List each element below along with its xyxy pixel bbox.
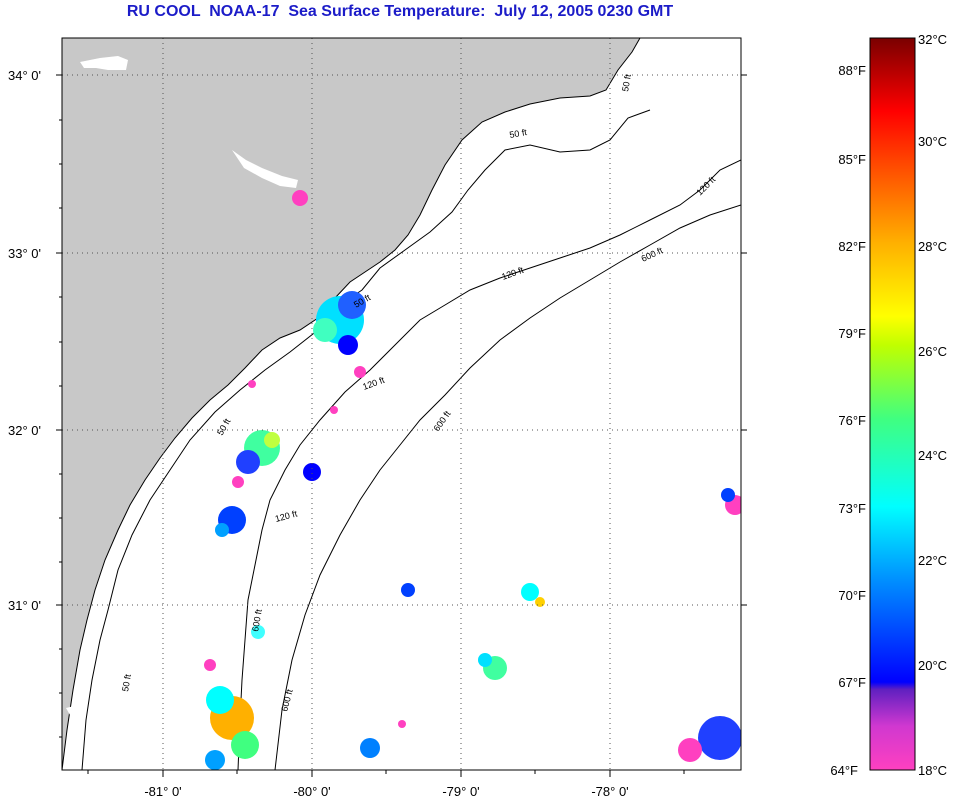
latitude-label: 32° 0' — [8, 423, 41, 438]
fahrenheit-label: 67°F — [838, 675, 866, 690]
sst-patch-cluster — [232, 430, 321, 488]
celsius-label: 24°C — [918, 448, 947, 463]
celsius-label: 30°C — [918, 134, 947, 149]
contour-label: 50 ft — [620, 73, 633, 92]
colorbar-gradient — [869, 37, 916, 771]
fahrenheit-label: 79°F — [838, 326, 866, 341]
celsius-label: 26°C — [918, 344, 947, 359]
contour-label: 50 ft — [120, 673, 133, 692]
colorbar-fahrenheit-labels: 88°F 85°F 82°F 79°F 76°F 73°F 70°F 67°F … — [830, 63, 866, 778]
colorbar-celsius-labels: 32°C 30°C 28°C 26°C 24°C 22°C 20°C 18°C — [918, 32, 947, 778]
fahrenheit-label: 70°F — [838, 588, 866, 603]
contour-label: 600 ft — [250, 608, 264, 632]
celsius-label: 28°C — [918, 239, 947, 254]
sst-map: 50 ft 120 ft 600 ft 50 ft 120 ft 600 ft … — [8, 37, 747, 799]
longitude-label: -80° 0' — [293, 784, 330, 799]
celsius-label: 20°C — [918, 658, 947, 673]
sst-patch-cluster — [248, 190, 545, 758]
celsius-label: 18°C — [918, 763, 947, 778]
map-title: RU COOL NOAA-17 Sea Surface Temperature:… — [126, 3, 674, 20]
longitude-label: -81° 0' — [144, 784, 181, 799]
sst-patch-cluster — [215, 506, 246, 537]
fahrenheit-label: 76°F — [838, 413, 866, 428]
contour-600ft — [274, 204, 741, 770]
map-frame — [61, 37, 742, 771]
latitude-label: 31° 0' — [8, 598, 41, 613]
sst-patch-cluster — [313, 291, 366, 378]
graticule — [62, 38, 741, 770]
temperature-colorbar: 32°C 30°C 28°C 26°C 24°C 22°C 20°C 18°C … — [830, 32, 947, 778]
sst-patch-cluster — [204, 625, 265, 770]
longitude-label: -79° 0' — [442, 784, 479, 799]
latitude-label: 33° 0' — [8, 246, 41, 261]
fahrenheit-label: 64°F — [830, 763, 858, 778]
latitude-ticks — [56, 74, 747, 738]
fahrenheit-label: 73°F — [838, 501, 866, 516]
contour-label: 50 ft — [509, 127, 528, 140]
celsius-label: 22°C — [918, 553, 947, 568]
longitude-label: -78° 0' — [591, 784, 628, 799]
fahrenheit-label: 88°F — [838, 63, 866, 78]
sst-patch-cluster — [678, 488, 741, 762]
fahrenheit-label: 85°F — [838, 152, 866, 167]
inland-lake — [232, 150, 298, 188]
fahrenheit-label: 82°F — [838, 239, 866, 254]
celsius-label: 32°C — [918, 32, 947, 47]
longitude-ticks — [87, 770, 685, 777]
contour-120ft — [237, 159, 741, 770]
latitude-label: 34° 0' — [8, 68, 41, 83]
inland-lake — [80, 56, 128, 70]
inland-lake — [66, 704, 86, 722]
